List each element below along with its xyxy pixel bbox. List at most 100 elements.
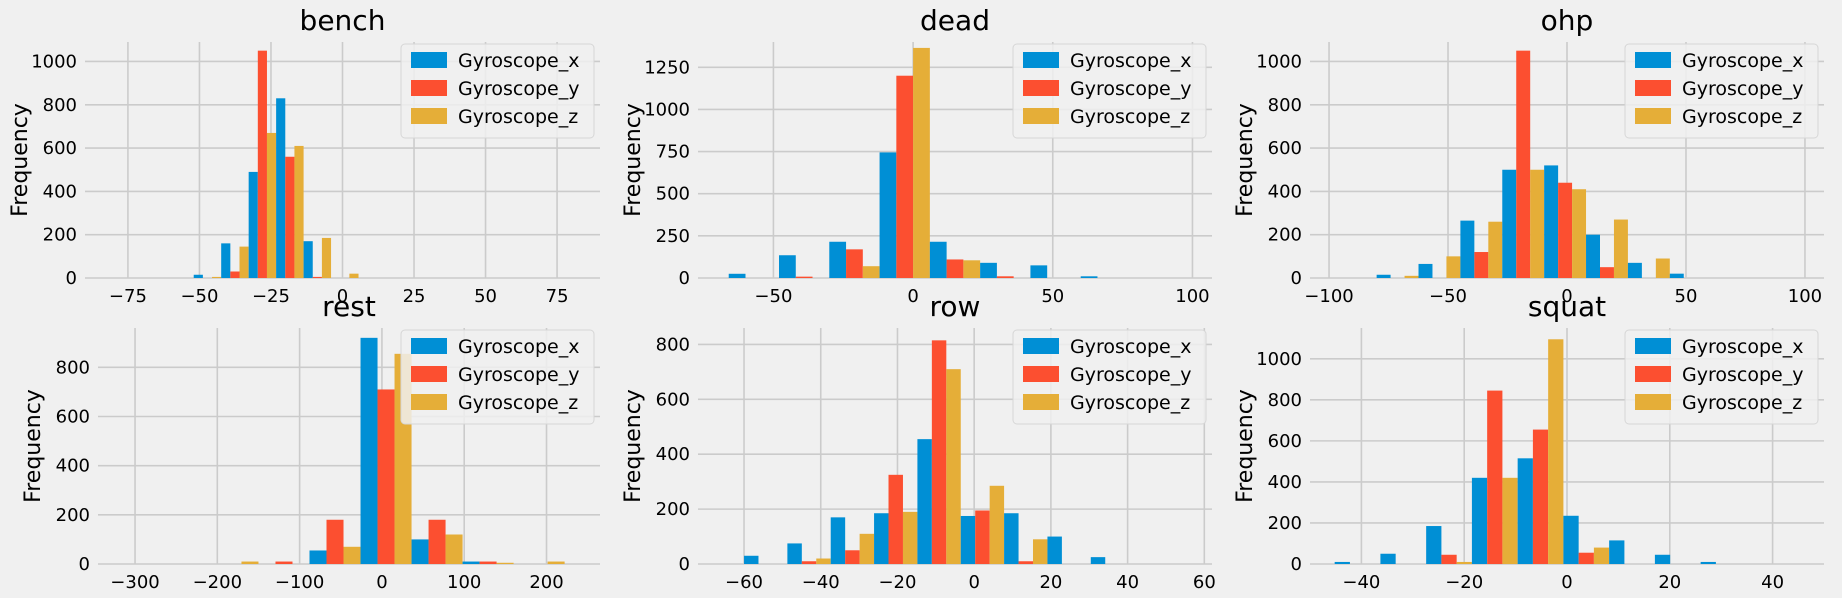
bar-gyroscope-x	[360, 337, 378, 564]
bar-gyroscope-z	[1613, 219, 1628, 278]
subplot-title: dead	[920, 4, 990, 37]
subplot-title: bench	[300, 4, 386, 37]
legend-label: Gyroscope_z	[1070, 106, 1190, 128]
bar-gyroscope-z	[1488, 221, 1503, 278]
bar-gyroscope-z	[1530, 169, 1545, 278]
y-tick-label: 600	[43, 138, 77, 159]
legend-box	[1624, 329, 1819, 425]
x-tick-label: 20	[1658, 572, 1681, 593]
subplot-title: row	[930, 290, 981, 323]
y-tick-label: 200	[1268, 225, 1302, 246]
legend-label: Gyroscope_z	[1070, 392, 1190, 414]
y-tick-label: 1000	[1256, 349, 1302, 370]
x-tick-label: −40	[1342, 572, 1380, 593]
bar-gyroscope-x	[787, 543, 802, 564]
bar-gyroscope-z	[294, 145, 304, 278]
bar-gyroscope-x	[1627, 262, 1642, 278]
legend-swatch	[1635, 338, 1671, 354]
y-tick-label: 200	[1268, 513, 1302, 534]
bar-gyroscope-x	[1563, 515, 1579, 564]
legend-label: Gyroscope_y	[458, 78, 579, 100]
legend-swatch	[411, 394, 447, 410]
x-tick-label: 40	[1116, 572, 1139, 593]
bar-gyroscope-y	[845, 550, 860, 564]
y-tick-label: 200	[656, 499, 690, 520]
bar-gyroscope-x	[1502, 169, 1517, 278]
bar-gyroscope-x	[1380, 553, 1396, 564]
legend-label: Gyroscope_z	[458, 392, 578, 414]
legend: Gyroscope_x Gyroscope_y Gyroscope_z	[1624, 329, 1819, 425]
legend-label: Gyroscope_y	[1682, 364, 1803, 386]
x-tick-label: −20	[878, 572, 916, 593]
x-tick-label: −50	[1429, 286, 1467, 307]
legend-box	[400, 329, 595, 425]
y-tick-label: 600	[1268, 138, 1302, 159]
y-tick-label: 800	[56, 357, 90, 378]
subplot-squat: −40 −20 0 20 4002004006008001000squatFrequen…	[1233, 290, 1824, 593]
bar-gyroscope-x	[1609, 540, 1625, 564]
bar-gyroscope-y	[1474, 252, 1489, 278]
x-tick-label: 50	[1675, 286, 1698, 307]
bar-gyroscope-x	[1586, 234, 1600, 278]
legend-swatch	[1635, 80, 1671, 96]
legend-box	[1624, 43, 1819, 139]
bar-gyroscope-y	[1441, 554, 1457, 564]
x-tick-label: 0	[1561, 572, 1572, 593]
y-tick-label: 400	[43, 181, 77, 202]
subplot-rest: −300 −200 −100 0 100 200 0 200 400 600 800 rest Freq…	[21, 290, 600, 593]
bar-gyroscope-x	[1376, 274, 1391, 278]
bar-gyroscope-x	[1090, 557, 1106, 564]
bar-gyroscope-x	[1471, 477, 1488, 564]
bar-gyroscope-z	[902, 511, 918, 564]
legend: Gyroscope_x Gyroscope_y Gyroscope_z	[400, 43, 595, 139]
legend: Gyroscope_x Gyroscope_y Gyroscope_z	[1624, 43, 1819, 139]
bar-gyroscope-z	[989, 485, 1005, 564]
bar-gyroscope-y	[257, 50, 267, 278]
y-axis-label: Frequency	[1233, 389, 1258, 503]
bar-gyroscope-z	[859, 533, 875, 564]
legend-label: Gyroscope_z	[1682, 392, 1802, 414]
bar-gyroscope-z	[862, 266, 880, 278]
x-tick-label: 200	[529, 572, 563, 593]
legend-label: Gyroscope_y	[1070, 364, 1191, 386]
bar-gyroscope-y	[896, 75, 914, 278]
legend: Gyroscope_x Gyroscope_y Gyroscope_z	[1012, 43, 1207, 139]
y-tick-label: 800	[656, 334, 690, 355]
legend-box	[1012, 43, 1207, 139]
x-tick-label: 100	[1788, 286, 1822, 307]
legend-label: Gyroscope_x	[458, 336, 579, 358]
bar-gyroscope-x	[779, 255, 796, 278]
legend-swatch	[411, 52, 447, 68]
y-axis-label: Frequency	[1233, 103, 1258, 217]
bar-gyroscope-y	[946, 259, 964, 278]
x-tick-label: −50	[180, 286, 218, 307]
y-axis-label: Frequency	[8, 103, 33, 217]
bar-gyroscope-z	[343, 546, 361, 564]
x-tick-label: 0	[337, 286, 348, 307]
bar-gyroscope-z	[1032, 539, 1048, 564]
legend-swatch	[1635, 394, 1671, 410]
y-axis-label: Frequency	[621, 103, 646, 217]
subplot-title: squat	[1528, 290, 1606, 323]
bar-gyroscope-z	[239, 246, 249, 278]
bar-gyroscope-y	[479, 561, 497, 564]
legend-swatch	[1023, 80, 1059, 96]
subplot-title: ohp	[1541, 4, 1594, 37]
x-tick-label: −50	[754, 286, 792, 307]
bar-gyroscope-y	[275, 561, 293, 564]
y-tick-label: 600	[656, 389, 690, 410]
bar-gyroscope-z	[349, 273, 359, 278]
x-tick-label: 20	[1039, 572, 1062, 593]
bar-gyroscope-z	[445, 534, 463, 564]
bar-gyroscope-x	[1334, 561, 1350, 564]
y-tick-label: 400	[656, 444, 690, 465]
x-tick-label: 40	[1761, 572, 1784, 593]
bar-gyroscope-z	[321, 237, 332, 278]
legend-label: Gyroscope_y	[1682, 78, 1803, 100]
subplot-title: rest	[322, 290, 376, 323]
x-tick-label: 100	[1175, 286, 1209, 307]
legend-box	[1012, 329, 1207, 425]
legend: Gyroscope_x Gyroscope_y Gyroscope_z	[400, 329, 595, 425]
bar-gyroscope-x	[276, 98, 286, 278]
bar-gyroscope-y	[888, 474, 903, 564]
